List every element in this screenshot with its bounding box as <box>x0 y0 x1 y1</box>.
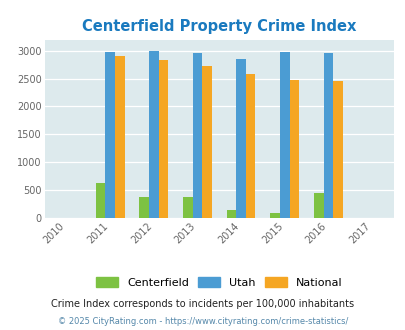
Bar <box>270 213 279 218</box>
Bar <box>158 60 168 218</box>
Bar <box>226 210 236 218</box>
Bar <box>202 66 211 218</box>
Bar <box>105 52 115 218</box>
Legend: Centerfield, Utah, National: Centerfield, Utah, National <box>96 277 341 287</box>
Bar <box>245 74 255 218</box>
Bar <box>313 193 323 218</box>
Bar <box>236 58 245 218</box>
Bar <box>192 53 202 218</box>
Bar <box>139 197 149 218</box>
Bar <box>149 51 158 218</box>
Bar <box>333 81 342 218</box>
Title: Centerfield Property Crime Index: Centerfield Property Crime Index <box>82 19 356 34</box>
Bar <box>289 80 298 218</box>
Bar <box>96 183 105 218</box>
Text: Crime Index corresponds to incidents per 100,000 inhabitants: Crime Index corresponds to incidents per… <box>51 299 354 309</box>
Bar <box>115 56 124 218</box>
Bar <box>183 197 192 218</box>
Bar <box>279 52 289 218</box>
Text: © 2025 CityRating.com - https://www.cityrating.com/crime-statistics/: © 2025 CityRating.com - https://www.city… <box>58 317 347 326</box>
Bar <box>323 53 333 218</box>
